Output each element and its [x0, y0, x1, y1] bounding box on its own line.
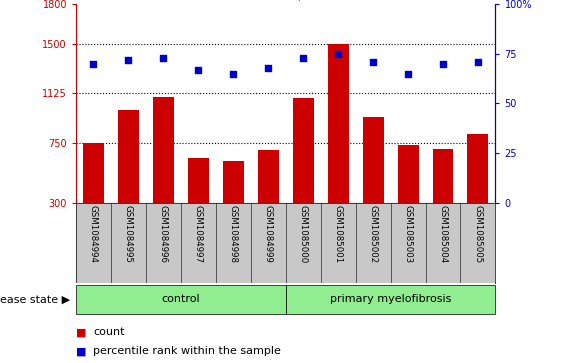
- Bar: [328, 44, 348, 243]
- Text: ■: ■: [76, 327, 87, 337]
- Text: GSM1084995: GSM1084995: [124, 205, 133, 263]
- Point: [439, 61, 448, 66]
- Bar: [223, 161, 244, 243]
- Text: primary myelofibrosis: primary myelofibrosis: [330, 294, 452, 305]
- Bar: [83, 143, 104, 243]
- Bar: [153, 97, 174, 243]
- Point: [194, 67, 203, 73]
- Text: GSM1084998: GSM1084998: [229, 205, 238, 263]
- Text: ■: ■: [76, 346, 87, 356]
- Bar: [76, 285, 285, 314]
- Bar: [467, 134, 489, 243]
- Text: GSM1084994: GSM1084994: [89, 205, 98, 263]
- Text: GSM1084999: GSM1084999: [263, 205, 272, 263]
- Point: [334, 51, 343, 57]
- Text: GSM1085005: GSM1085005: [473, 205, 482, 263]
- Point: [159, 54, 168, 60]
- Text: GSM1084997: GSM1084997: [194, 205, 203, 263]
- Text: GSM1085003: GSM1085003: [404, 205, 413, 263]
- Bar: [432, 149, 453, 243]
- Bar: [363, 117, 383, 243]
- Point: [124, 57, 133, 62]
- Point: [299, 54, 308, 60]
- Bar: [118, 110, 139, 243]
- Bar: [397, 145, 418, 243]
- Bar: [188, 158, 209, 243]
- Point: [369, 58, 378, 65]
- Text: control: control: [162, 294, 200, 305]
- Point: [89, 61, 98, 66]
- Bar: [293, 98, 314, 243]
- Text: disease state ▶: disease state ▶: [0, 294, 70, 305]
- Text: GSM1085002: GSM1085002: [369, 205, 378, 263]
- Point: [473, 58, 482, 65]
- Bar: [258, 150, 279, 243]
- Text: percentile rank within the sample: percentile rank within the sample: [93, 346, 281, 356]
- Bar: [285, 285, 495, 314]
- Text: GSM1085001: GSM1085001: [334, 205, 343, 263]
- Title: GDS5802 / 3707: GDS5802 / 3707: [229, 0, 343, 1]
- Point: [404, 70, 413, 77]
- Text: GSM1085004: GSM1085004: [439, 205, 448, 263]
- Text: count: count: [93, 327, 124, 337]
- Text: GSM1084996: GSM1084996: [159, 205, 168, 263]
- Point: [263, 65, 272, 70]
- Text: GSM1085000: GSM1085000: [299, 205, 308, 263]
- Point: [229, 70, 238, 77]
